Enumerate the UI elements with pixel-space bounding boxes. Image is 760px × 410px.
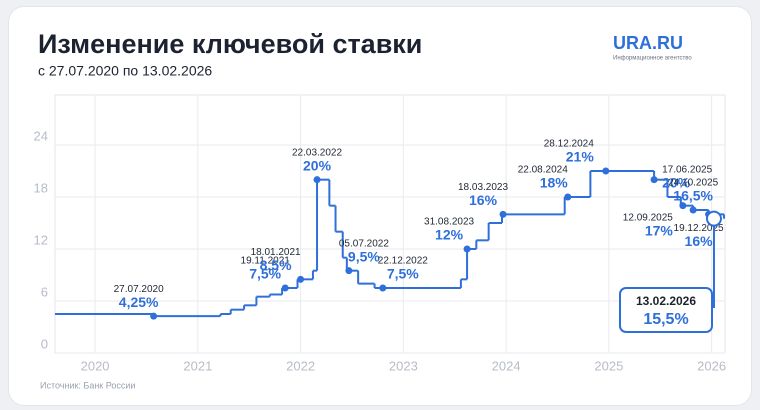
annotation-value: 9,5% <box>348 248 380 264</box>
annotation-value: 17% <box>645 222 674 238</box>
marker <box>379 284 387 292</box>
marker <box>650 176 658 184</box>
annotation-date: 31.08.2023 <box>424 217 474 228</box>
y-tick-label: 18 <box>34 180 48 195</box>
annotation-date: 18.01.2021 <box>251 247 301 258</box>
x-tick-label: 2024 <box>492 358 521 373</box>
annotation-date: 05.07.2022 <box>339 238 389 249</box>
marker <box>499 210 507 218</box>
y-tick-label: 12 <box>34 232 48 247</box>
callout-box <box>619 287 713 333</box>
annotation-value: 8,5% <box>260 257 292 273</box>
annotation-date: 19.11.2021 <box>241 256 291 267</box>
chart-title: Изменение ключевой ставки <box>38 29 422 59</box>
marker <box>463 245 471 253</box>
annotation-value: 16% <box>469 192 498 208</box>
marker <box>602 167 610 175</box>
x-tick-label: 2022 <box>286 358 315 373</box>
y-tick-label: 0 <box>41 336 48 351</box>
annotation-date: 22.12.2022 <box>378 256 428 267</box>
annotation-date: 18.03.2023 <box>458 182 508 193</box>
x-tick-label: 2026 <box>697 358 726 373</box>
annotation-date: 12.09.2025 <box>623 212 673 223</box>
marker <box>564 193 572 201</box>
card <box>8 6 752 406</box>
x-tick-label: 2021 <box>183 358 212 373</box>
annotation-date: 24.10.2025 <box>668 178 718 189</box>
marker <box>281 284 289 292</box>
annotation-date: 19.12.2025 <box>674 223 724 234</box>
final-marker <box>705 210 722 227</box>
y-tick-label: 6 <box>41 284 48 299</box>
callout-value: 15,5% <box>643 311 688 328</box>
x-tick-label: 2020 <box>81 358 110 373</box>
annotation-value: 16% <box>685 233 714 249</box>
annotation-value: 7,5% <box>387 266 419 282</box>
annotation-value: 7,5% <box>249 266 281 282</box>
chart-subtitle: с 27.07.2020 по 13.02.2026 <box>38 63 212 79</box>
annotation-value: 21% <box>566 149 595 165</box>
y-tick-label: 24 <box>34 128 48 143</box>
marker <box>345 267 353 275</box>
marker <box>297 275 305 283</box>
annotation-value: 4,25% <box>119 294 159 310</box>
annotation-value: 20% <box>303 157 332 173</box>
annotation-date: 22.03.2022 <box>292 147 342 158</box>
annotation-date: 27.07.2020 <box>114 284 164 295</box>
annotation-date: 22.08.2024 <box>518 165 568 176</box>
annotation-value: 16,5% <box>673 188 713 204</box>
marker <box>150 312 158 320</box>
annotation-value: 20% <box>662 174 691 190</box>
brand-sub: Информационное агентство <box>613 56 692 62</box>
annotation-value: 12% <box>435 227 464 243</box>
annotation-date: 28.12.2024 <box>544 139 594 150</box>
x-tick-label: 2025 <box>594 358 623 373</box>
marker <box>313 176 321 184</box>
source: Источник: Банк России <box>40 380 135 390</box>
brand: URA.RU <box>613 33 683 53</box>
marker <box>689 206 697 214</box>
marker <box>679 202 687 210</box>
x-tick-label: 2023 <box>389 358 418 373</box>
annotation-value: 18% <box>540 175 569 191</box>
annotation-date: 17.06.2025 <box>662 164 712 175</box>
callout-date: 13.02.2026 <box>636 294 696 308</box>
